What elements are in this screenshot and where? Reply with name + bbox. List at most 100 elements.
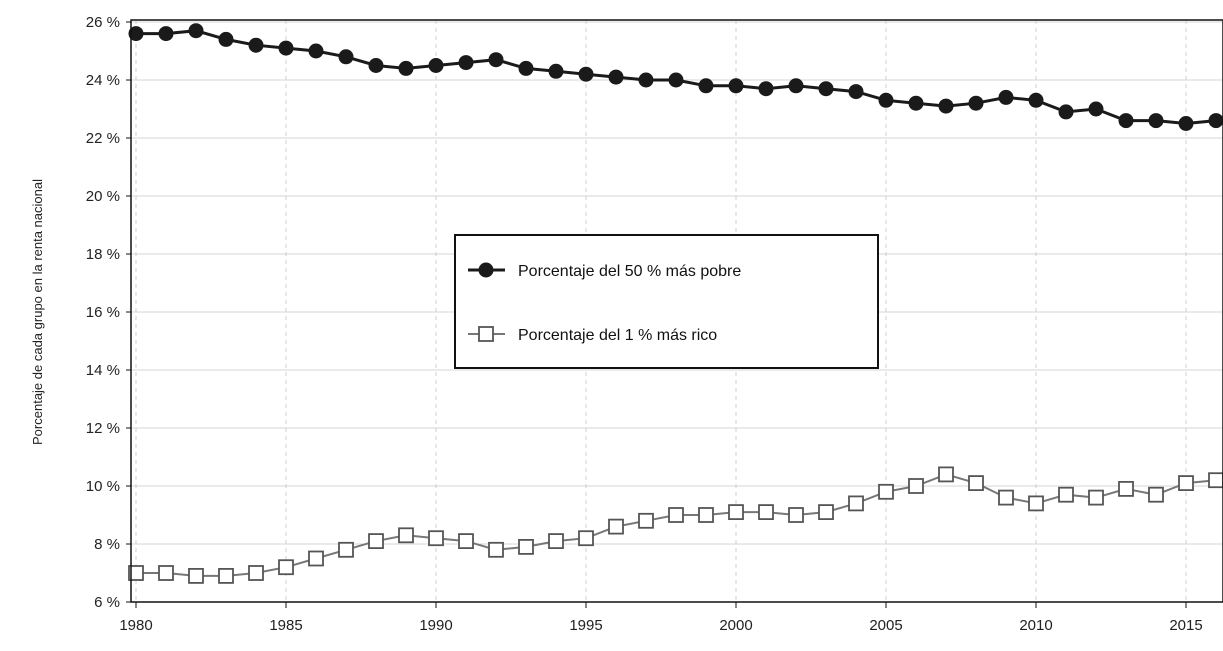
data-point — [278, 40, 294, 56]
data-point — [1058, 104, 1074, 120]
data-point — [368, 533, 384, 549]
data-point — [488, 52, 504, 68]
data-point — [1178, 475, 1194, 492]
x-tick-label: 1990 — [419, 617, 452, 634]
data-point — [1208, 472, 1223, 489]
data-point — [698, 78, 714, 94]
data-point — [218, 568, 234, 584]
legend-label-richest: Porcentaje del 1 % más rico — [518, 327, 717, 344]
data-point — [518, 539, 534, 555]
data-point — [668, 507, 684, 523]
data-point — [1148, 113, 1164, 129]
data-point — [158, 26, 174, 42]
data-point — [158, 565, 174, 581]
data-point — [248, 37, 264, 53]
data-point — [938, 98, 954, 114]
y-tick-label: 8 % — [94, 536, 120, 553]
data-point — [728, 78, 744, 94]
y-tick-label: 22 % — [86, 130, 120, 147]
x-tick-label: 1995 — [569, 617, 602, 634]
legend-item-richest: Porcentaje del 1 % más rico — [468, 326, 717, 344]
x-tick-label: 1985 — [269, 617, 302, 634]
y-tick-label: 24 % — [86, 72, 120, 89]
data-point — [128, 565, 144, 581]
legend-marker-filled-circle — [478, 262, 494, 278]
axis-ticks: 6 % 8 % 10 % 12 % 14 % 16 % 18 % 20 % 22 % 24 % 26… — [86, 14, 1203, 634]
y-tick-label: 26 % — [86, 14, 120, 31]
y-tick-label: 14 % — [86, 362, 120, 379]
data-point — [1028, 495, 1044, 512]
data-point — [1118, 113, 1134, 129]
data-point — [308, 550, 324, 567]
data-point — [818, 504, 834, 521]
data-point — [818, 81, 834, 97]
data-point — [398, 527, 414, 544]
data-point — [848, 495, 864, 512]
series-line — [136, 473, 1217, 577]
plot-frame — [130, 19, 1223, 603]
data-point — [1208, 113, 1223, 129]
data-point — [938, 466, 954, 483]
data-point — [548, 533, 564, 549]
legend-marker-open-square — [478, 326, 494, 342]
y-tick-label: 18 % — [86, 246, 120, 263]
series-1 — [128, 466, 1223, 584]
data-point — [578, 530, 594, 547]
data-point — [638, 512, 654, 529]
data-point — [968, 95, 984, 111]
data-point — [368, 58, 384, 73]
data-point — [548, 63, 564, 79]
data-point — [248, 565, 264, 581]
legend-item-poorest: Porcentaje del 50 % más pobre — [468, 262, 741, 280]
y-tick-label: 16 % — [86, 304, 120, 321]
data-point — [1088, 101, 1104, 117]
y-tick-label: 20 % — [86, 188, 120, 205]
data-point — [1058, 486, 1074, 503]
data-point — [908, 478, 924, 494]
data-point — [848, 84, 864, 100]
y-tick-label: 6 % — [94, 594, 120, 611]
data-point — [608, 518, 624, 535]
legend-label-poorest: Porcentaje del 50 % más pobre — [518, 263, 741, 280]
data-point — [1028, 92, 1044, 108]
data-point — [1088, 489, 1104, 506]
data-point — [638, 72, 654, 88]
data-point — [608, 69, 624, 85]
data-point — [188, 568, 204, 584]
data-point — [428, 530, 444, 547]
x-tick-label: 2010 — [1019, 617, 1052, 634]
data-point — [398, 60, 414, 76]
data-point — [338, 541, 354, 558]
data-point — [278, 559, 294, 576]
data-point — [1178, 116, 1194, 131]
legend-box — [454, 234, 879, 369]
x-tick-label: 2000 — [719, 617, 752, 634]
data-point — [878, 483, 894, 500]
data-point — [128, 26, 144, 42]
data-point — [998, 89, 1014, 105]
data-point — [758, 504, 774, 521]
data-point — [578, 66, 594, 82]
x-tick-label: 1980 — [119, 617, 152, 634]
x-tick-label: 2015 — [1169, 617, 1202, 634]
data-point — [998, 489, 1014, 506]
data-point — [458, 55, 474, 71]
data-point — [308, 43, 324, 59]
legend: Porcentaje del 50 % más pobre Porcentaje… — [454, 234, 879, 369]
data-point — [968, 475, 984, 492]
series-0 — [128, 23, 1223, 131]
x-tick-label: 2005 — [869, 617, 902, 634]
data-point — [218, 31, 234, 47]
y-tick-label: 10 % — [86, 478, 120, 495]
data-point — [698, 507, 714, 523]
data-point — [518, 60, 534, 76]
data-point — [758, 81, 774, 97]
data-point — [428, 58, 444, 73]
data-point — [338, 49, 354, 65]
data-point — [188, 23, 204, 39]
series — [128, 23, 1223, 584]
data-point — [878, 92, 894, 108]
data-point — [488, 541, 504, 558]
data-point — [788, 78, 804, 94]
